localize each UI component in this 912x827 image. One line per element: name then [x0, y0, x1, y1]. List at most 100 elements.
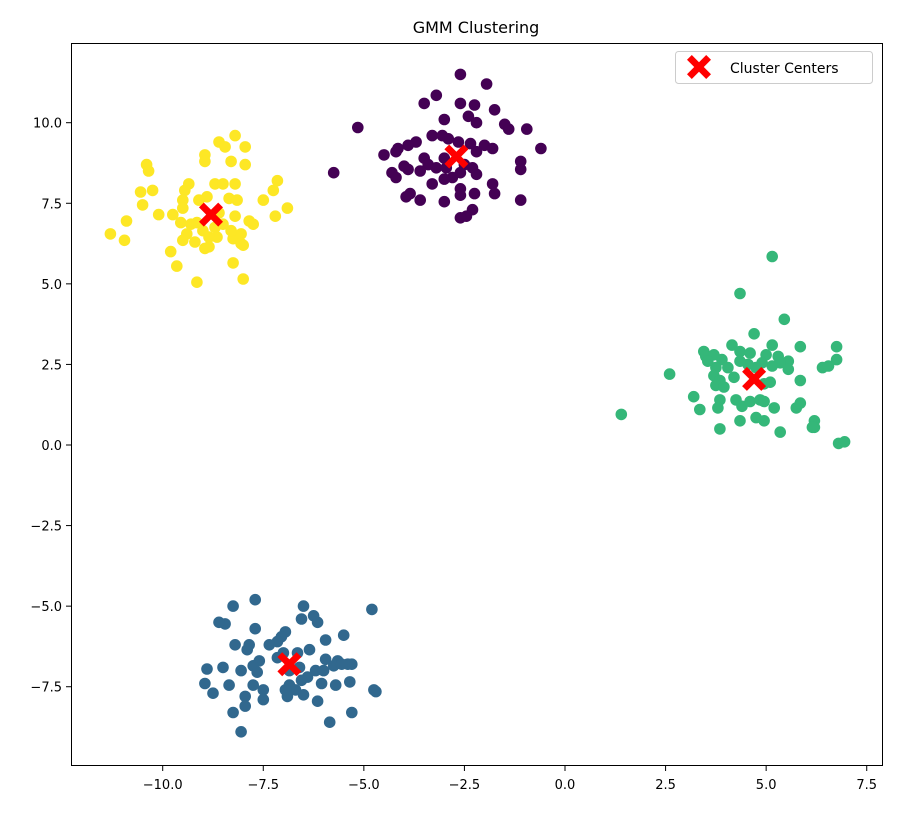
data-point — [468, 187, 481, 200]
data-point — [227, 257, 239, 269]
data-point — [728, 371, 740, 384]
data-point — [225, 224, 237, 237]
x-marker-icon — [687, 55, 711, 79]
x-tick-label: 0.0 — [555, 778, 576, 793]
data-point — [247, 218, 259, 230]
data-points — [104, 68, 851, 738]
data-point — [521, 123, 533, 135]
data-point — [718, 381, 730, 393]
data-point — [225, 155, 237, 168]
y-tick-label: 10.0 — [33, 117, 62, 132]
data-point — [177, 202, 189, 214]
data-point — [199, 677, 211, 690]
chart-title: GMM Clustering — [413, 18, 540, 37]
y-tick-label: 0.0 — [41, 439, 62, 454]
data-point — [535, 142, 547, 155]
data-point — [378, 149, 390, 161]
x-tick-label: 7.5 — [856, 778, 877, 793]
data-point — [734, 287, 746, 300]
data-point — [766, 250, 778, 263]
data-point — [774, 426, 786, 438]
data-point — [171, 260, 183, 272]
data-point — [279, 684, 292, 696]
data-point — [237, 239, 249, 251]
data-point — [317, 664, 330, 677]
data-point — [470, 145, 483, 158]
x-tick-label: −5.0 — [348, 778, 380, 793]
data-point — [352, 121, 364, 134]
data-point — [734, 345, 746, 358]
data-point — [303, 643, 316, 656]
x-tick-label: −10.0 — [143, 778, 183, 793]
data-point — [744, 395, 756, 408]
data-point — [480, 78, 493, 90]
cluster-centers — [199, 144, 767, 677]
data-point — [239, 158, 251, 171]
data-point — [454, 68, 467, 81]
data-point — [295, 674, 308, 687]
center-x-marker-icon — [277, 652, 302, 677]
data-point — [267, 184, 280, 197]
x-tick-label: −2.5 — [449, 778, 481, 793]
x-tick-label: 2.5 — [655, 778, 676, 793]
data-point — [311, 616, 324, 629]
data-point — [454, 189, 467, 201]
data-point — [329, 679, 342, 691]
center-x-marker-icon — [444, 144, 469, 169]
data-point — [164, 245, 177, 258]
legend: Cluster Centers — [675, 51, 873, 84]
data-point — [346, 706, 358, 719]
y-tick-label: −2.5 — [30, 520, 62, 535]
data-point — [454, 212, 467, 224]
data-point — [414, 165, 427, 177]
data-point — [231, 194, 243, 206]
data-point — [227, 600, 239, 612]
y-tick-label: 5.0 — [41, 278, 62, 293]
data-point — [177, 194, 189, 206]
data-point — [426, 178, 439, 190]
y-tick-label: 7.5 — [41, 197, 62, 212]
data-point — [120, 215, 133, 227]
data-point — [319, 653, 332, 666]
data-point — [269, 210, 282, 222]
data-point — [452, 136, 465, 148]
data-point — [830, 353, 843, 366]
data-point — [227, 706, 239, 719]
data-point — [514, 194, 527, 206]
data-point — [211, 231, 223, 243]
data-point — [438, 113, 451, 126]
data-point — [134, 186, 147, 198]
x-tick-label: −7.5 — [247, 778, 279, 793]
data-point — [430, 89, 443, 102]
data-point — [235, 664, 247, 677]
data-point — [281, 202, 294, 214]
data-point — [702, 355, 714, 368]
data-point — [402, 139, 414, 152]
data-point — [488, 104, 501, 116]
data-point — [768, 402, 780, 414]
data-point — [714, 423, 726, 435]
data-point — [464, 137, 477, 150]
data-point — [229, 210, 241, 222]
data-point — [311, 695, 324, 707]
data-point — [142, 165, 155, 177]
data-point — [716, 353, 728, 366]
data-point — [323, 716, 336, 728]
data-point — [209, 178, 221, 190]
data-point — [217, 178, 229, 190]
data-point — [778, 313, 791, 326]
data-point — [663, 368, 676, 380]
data-point — [207, 687, 219, 699]
data-point — [249, 593, 261, 606]
data-point — [514, 155, 527, 168]
data-point — [257, 693, 270, 706]
data-point — [830, 340, 843, 353]
data-point — [179, 184, 191, 197]
data-point — [337, 629, 350, 641]
data-point — [438, 173, 451, 185]
data-point — [309, 664, 322, 677]
data-point — [239, 141, 251, 153]
data-point — [722, 361, 734, 374]
data-point — [237, 273, 249, 285]
legend-label: Cluster Centers — [730, 61, 839, 77]
